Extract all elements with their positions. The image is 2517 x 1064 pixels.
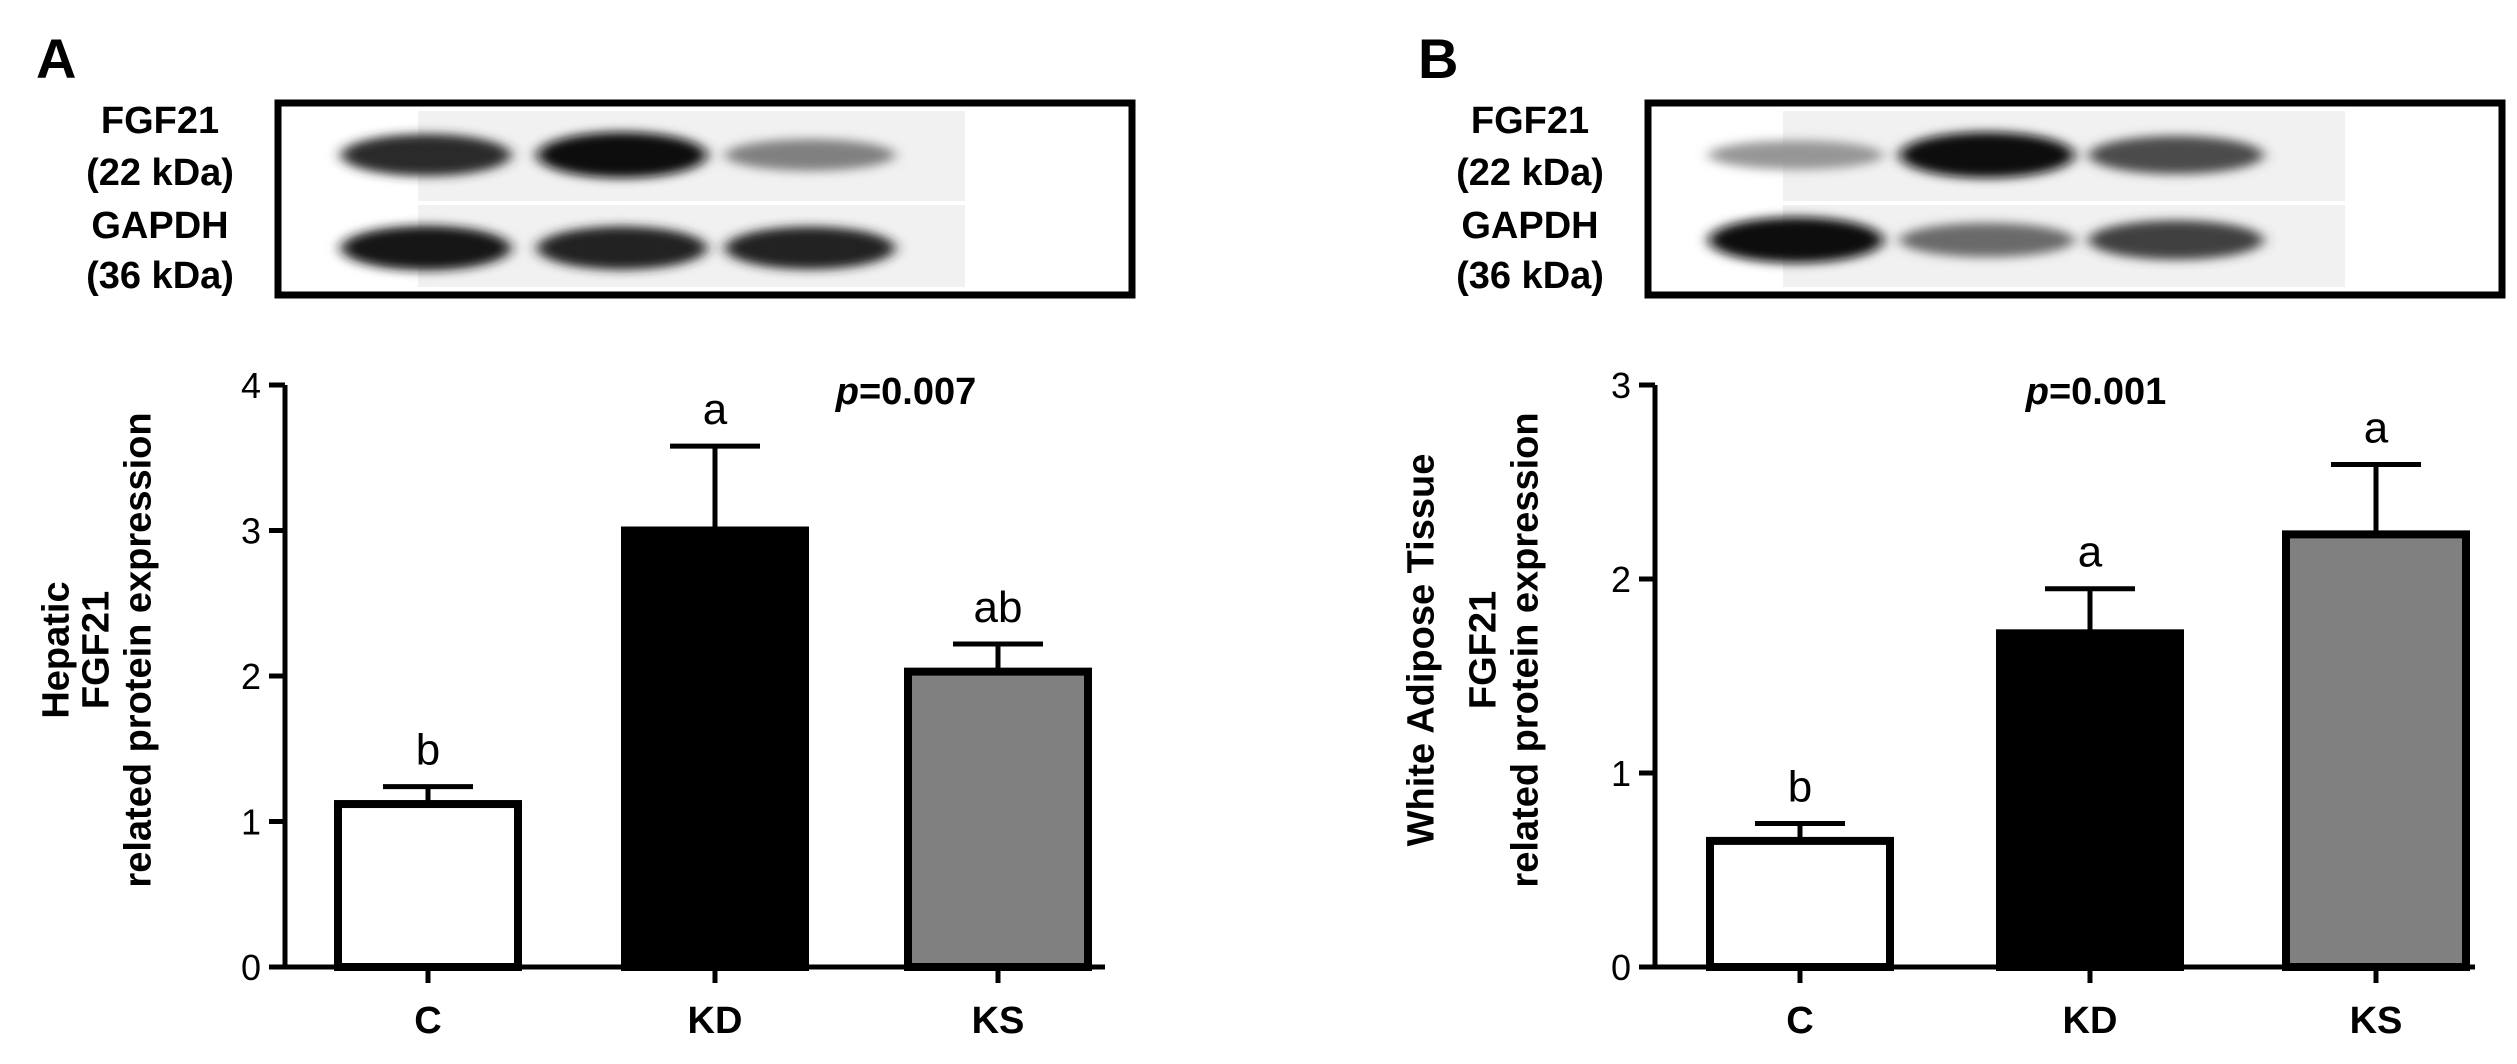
bar-chart: 0 1 2 3 b Ca KD a KS p=0.001 White Adipose Tissue F… (1400, 365, 2475, 1042)
gapdh-band-ks (2088, 220, 2264, 260)
panel-b: B FGF21 (22 kDa) GAPDH (36 kDa) 0 1 2 3 b Ca KD a KS p… (1400, 27, 2506, 1042)
significance-letter: b (416, 726, 440, 775)
p-value: p=0.007 (835, 371, 977, 413)
significance-letter: a (2364, 404, 2389, 453)
blot-label-fgf21: (22 kDa) (1456, 152, 1604, 194)
y-axis-label: Hepatic (35, 581, 77, 718)
panel-label: B (1418, 27, 1458, 90)
gapdh-band-ks (725, 226, 895, 270)
x-tick-label: C (414, 1000, 441, 1042)
bar-kd (621, 526, 809, 971)
p-symbol: p (835, 371, 859, 413)
blot-label-fgf21: FGF21 (101, 100, 219, 142)
panel-a: A FGF21 (22 kDa) GAPDH (36 kDa) 0 1 2 3 4 b Ca KD ab K… (35, 27, 1136, 1042)
y-tick-label: 1 (1611, 753, 1631, 794)
bar-ks (904, 667, 1092, 971)
x-tick-label: KD (688, 1000, 743, 1042)
blot-membrane (1783, 111, 2345, 287)
significance-letter: a (2078, 528, 2103, 577)
p-value-number: =0.001 (2049, 371, 2166, 413)
y-axis-label: related protein expression (1504, 412, 1546, 887)
western-blot: FGF21 (22 kDa) GAPDH (36 kDa) (86, 99, 1136, 299)
significance-letter: a (703, 385, 728, 434)
bar-kd (1996, 629, 2184, 971)
significance-letter: ab (974, 583, 1023, 632)
gapdh-band-kd (1899, 222, 2075, 258)
bar-c (1706, 836, 1894, 972)
y-tick-label: 2 (241, 656, 261, 697)
fgf21-band-c (1708, 140, 1884, 170)
x-tick-label: C (1786, 1000, 1813, 1042)
significance-letter: b (1788, 762, 1812, 811)
p-value: p=0.001 (2025, 371, 2167, 413)
blot-label-gapdh: GAPDH (91, 205, 228, 247)
y-axis-label: FGF21 (75, 591, 117, 709)
fgf21-band-ks (2088, 135, 2264, 175)
fgf21-band-kd (1899, 132, 2075, 178)
bar-c (334, 800, 522, 971)
x-tick-label: KS (2350, 1000, 2403, 1042)
y-tick-label: 2 (1611, 559, 1631, 600)
y-tick-label: 0 (1611, 947, 1631, 988)
gapdh-band-kd (537, 226, 707, 270)
p-value-number: =0.007 (859, 371, 976, 413)
gapdh-band-c (341, 225, 511, 271)
blot-label-fgf21: FGF21 (1471, 100, 1589, 142)
fgf21-band-ks (725, 139, 895, 171)
fgf21-band-kd (537, 132, 707, 178)
gapdh-band-c (1708, 217, 1884, 263)
y-tick-label: 1 (241, 802, 261, 843)
bar-ks (2282, 530, 2470, 971)
fgf21-band-c (341, 133, 511, 177)
blot-label-gapdh: (36 kDa) (86, 255, 234, 297)
x-tick-label: KD (2063, 1000, 2118, 1042)
western-blot: FGF21 (22 kDa) GAPDH (36 kDa) (1456, 99, 2506, 299)
y-tick-label: 0 (241, 947, 261, 988)
y-tick-label: 4 (241, 365, 261, 406)
y-axis-label: FGF21 (1462, 591, 1504, 709)
y-axis-label: White Adipose Tissue (1400, 454, 1442, 847)
blot-label-fgf21: (22 kDa) (86, 152, 234, 194)
x-tick-label: KS (972, 1000, 1025, 1042)
p-symbol: p (2025, 371, 2049, 413)
y-tick-label: 3 (1611, 365, 1631, 406)
blot-label-gapdh: GAPDH (1461, 205, 1598, 247)
y-tick-label: 3 (241, 511, 261, 552)
blot-label-gapdh: (36 kDa) (1456, 255, 1604, 297)
y-axis-label: related protein expression (117, 412, 159, 887)
panel-label: A (36, 27, 76, 90)
blot-membrane (418, 111, 965, 287)
